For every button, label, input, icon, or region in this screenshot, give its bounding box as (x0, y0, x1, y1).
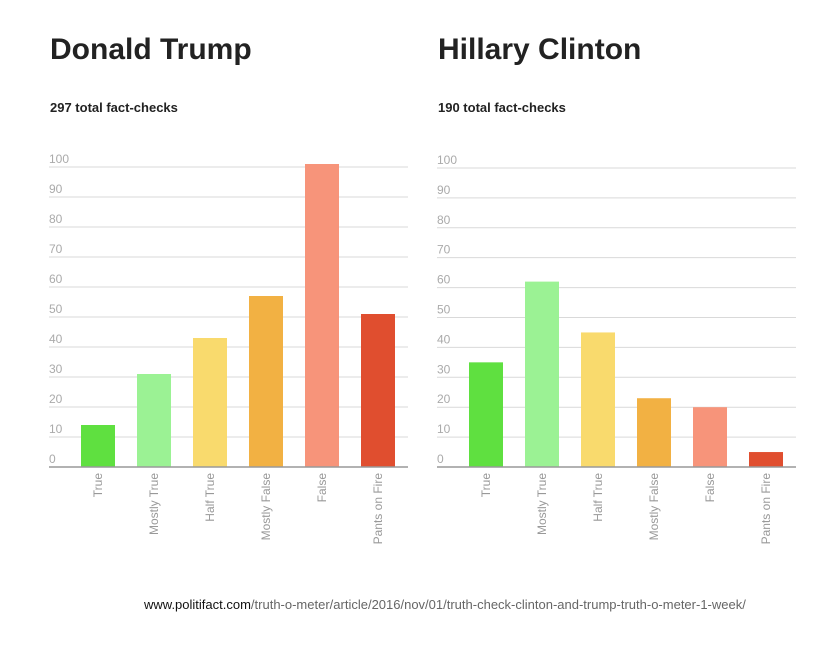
chart-title-trump: Donald Trump (50, 33, 252, 66)
clinton-bar-pants-on-fire (749, 452, 783, 467)
chart-title-clinton: Hillary Clinton (438, 33, 642, 66)
source-url[interactable]: www.politifact.com/truth-o-meter/article… (144, 597, 746, 612)
clinton-ytick-label: 100 (437, 153, 457, 167)
chart-subtitle-clinton: 190 total fact-checks (438, 100, 566, 115)
clinton-category-label: Half True (591, 473, 605, 522)
trump-ytick-label: 40 (49, 332, 63, 346)
trump-category-label: Mostly False (259, 473, 273, 541)
trump-ytick-label: 60 (49, 272, 63, 286)
clinton-bar-half-true (581, 332, 615, 467)
clinton-ytick-label: 30 (437, 362, 451, 376)
clinton-ytick-label: 0 (437, 452, 444, 466)
trump-bar-false (305, 164, 339, 467)
trump-ytick-label: 20 (49, 392, 63, 406)
clinton-category-label: Mostly False (647, 473, 661, 541)
trump-ytick-label: 0 (49, 452, 56, 466)
trump-ytick-label: 10 (49, 422, 63, 436)
clinton-category-label: True (479, 473, 493, 498)
clinton-bar-true (469, 362, 503, 467)
clinton-bar-chart: 0 10 20 30 40 50 60 70 80 90 100 True Mostly True Hal… (437, 153, 796, 545)
trump-ytick-label: 30 (49, 362, 63, 376)
trump-bar-half-true (193, 338, 227, 467)
clinton-ytick-label: 80 (437, 213, 451, 227)
clinton-ytick-label: 70 (437, 243, 451, 257)
source-domain: www.politifact.com (144, 597, 251, 612)
trump-category-label: Mostly True (147, 473, 161, 535)
trump-category-label: True (91, 473, 105, 498)
trump-bar-pants-on-fire (361, 314, 395, 467)
trump-ytick-label: 100 (49, 152, 69, 166)
clinton-ytick-label: 20 (437, 392, 451, 406)
trump-bar-true (81, 425, 115, 467)
chart-subtitle-trump: 297 total fact-checks (50, 100, 178, 115)
clinton-category-label: Mostly True (535, 473, 549, 535)
trump-category-label: Pants on Fire (371, 473, 385, 545)
clinton-bar-mostly-false (637, 398, 671, 467)
clinton-category-label: Pants on Fire (759, 473, 773, 545)
clinton-bar-false (693, 407, 727, 467)
clinton-category-label: False (703, 473, 717, 503)
trump-category-label: False (315, 473, 329, 503)
source-path: /truth-o-meter/article/2016/nov/01/truth… (250, 597, 746, 612)
trump-ytick-label: 50 (49, 302, 63, 316)
clinton-ytick-label: 50 (437, 302, 451, 316)
clinton-ytick-label: 40 (437, 332, 451, 346)
trump-bar-mostly-false (249, 296, 283, 467)
trump-bar-chart: 0 10 20 30 40 50 60 70 80 90 100 True Mostly True Hal… (49, 152, 408, 545)
trump-ytick-label: 80 (49, 212, 63, 226)
clinton-ytick-label: 60 (437, 273, 451, 287)
trump-category-label: Half True (203, 473, 217, 522)
clinton-ytick-label: 90 (437, 183, 451, 197)
trump-bar-mostly-true (137, 374, 171, 467)
clinton-bar-mostly-true (525, 281, 559, 467)
trump-ytick-label: 90 (49, 182, 63, 196)
clinton-ytick-label: 10 (437, 422, 451, 436)
trump-ytick-label: 70 (49, 242, 63, 256)
